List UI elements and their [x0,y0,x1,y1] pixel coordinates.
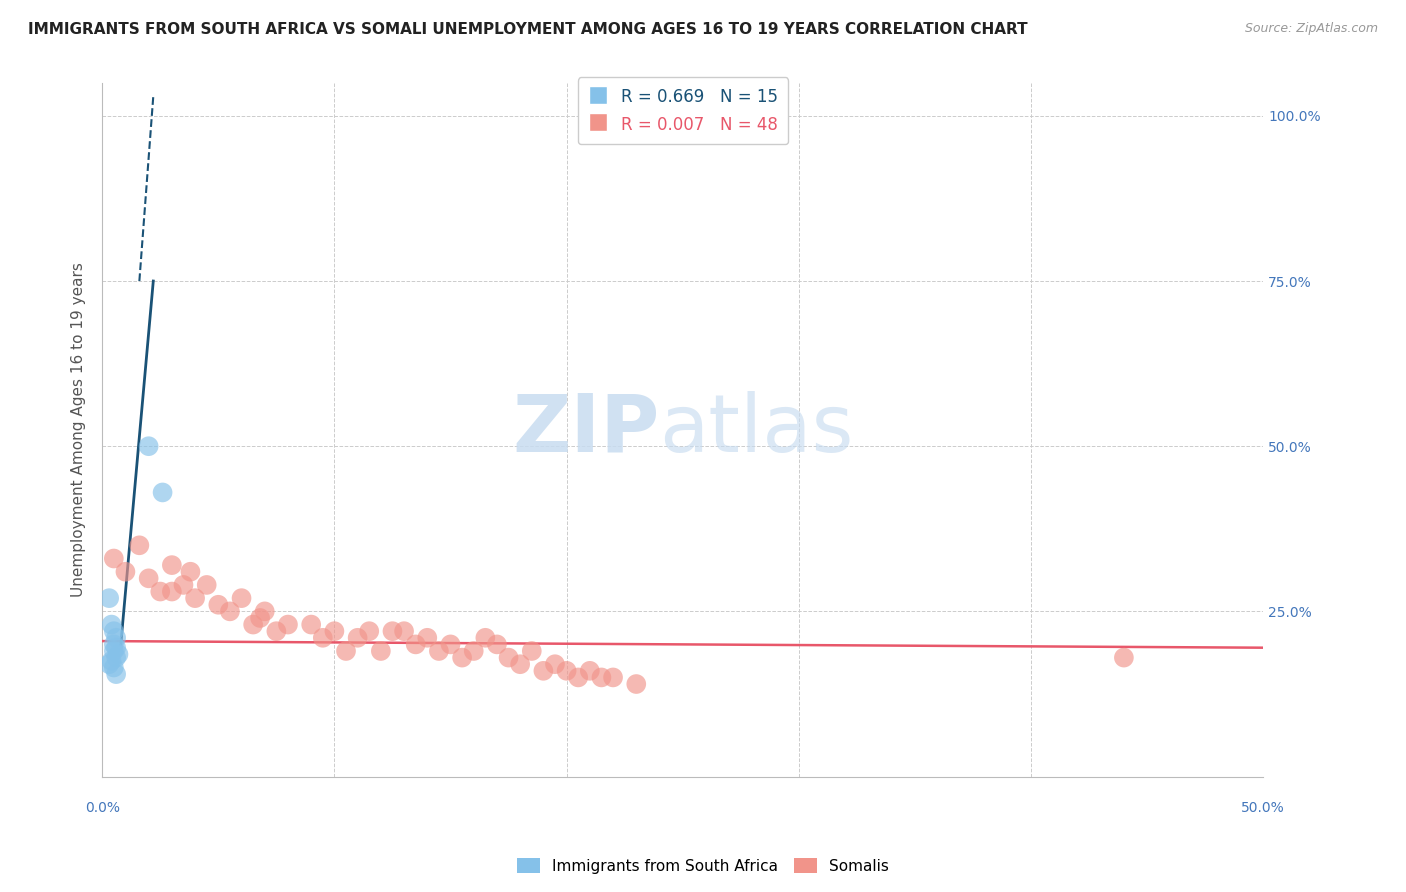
Point [160,558,183,573]
Point [463,644,485,658]
Point [579,664,602,678]
Point [299,617,322,632]
Point [405,637,427,651]
Point [249,611,271,625]
Point [277,617,299,632]
Point [555,664,578,678]
Point [179,565,201,579]
Point [219,604,242,618]
Point [591,670,613,684]
Point [266,624,288,639]
Point [107,648,129,662]
Point [105,650,128,665]
Point [520,644,543,658]
Point [231,591,253,606]
Point [98,591,121,606]
Point [381,624,404,639]
Point [100,617,122,632]
Text: ZIP: ZIP [512,391,659,468]
Point [370,644,392,658]
Point [509,657,531,672]
Point [312,631,335,645]
Point [172,578,194,592]
Point [103,660,125,674]
Text: 0.0%: 0.0% [84,801,120,814]
Point [439,637,461,651]
Point [114,565,136,579]
Point [138,571,160,585]
Point [498,650,520,665]
Point [103,637,125,651]
Point [152,485,174,500]
Text: atlas: atlas [659,391,853,468]
Point [1112,650,1135,665]
Point [105,640,128,655]
Point [392,624,415,639]
Point [416,631,439,645]
Text: 50.0%: 50.0% [1241,801,1285,814]
Point [103,644,125,658]
Point [103,624,125,639]
Point [149,584,172,599]
Point [359,624,381,639]
Point [346,631,368,645]
Point [602,670,624,684]
Point [626,677,648,691]
Point [323,624,346,639]
Point [485,637,508,651]
Point [103,551,125,566]
Point [242,617,264,632]
Point [567,670,589,684]
Point [253,604,276,618]
Y-axis label: Unemployment Among Ages 16 to 19 years: Unemployment Among Ages 16 to 19 years [72,262,86,597]
Point [531,664,554,678]
Point [335,644,357,658]
Point [128,538,150,552]
Point [105,667,128,681]
Legend: R = 0.669   N = 15, R = 0.007   N = 48: R = 0.669 N = 15, R = 0.007 N = 48 [578,78,787,145]
Point [451,650,474,665]
Point [195,578,218,592]
Point [474,631,496,645]
Point [160,584,183,599]
Point [207,598,229,612]
Point [105,631,128,645]
Point [138,439,160,453]
Point [98,657,121,672]
Legend: Immigrants from South Africa, Somalis: Immigrants from South Africa, Somalis [512,852,894,880]
Point [100,654,122,668]
Point [184,591,207,606]
Text: Source: ZipAtlas.com: Source: ZipAtlas.com [1244,22,1378,36]
Point [427,644,450,658]
Point [544,657,567,672]
Text: IMMIGRANTS FROM SOUTH AFRICA VS SOMALI UNEMPLOYMENT AMONG AGES 16 TO 19 YEARS CO: IMMIGRANTS FROM SOUTH AFRICA VS SOMALI U… [28,22,1028,37]
